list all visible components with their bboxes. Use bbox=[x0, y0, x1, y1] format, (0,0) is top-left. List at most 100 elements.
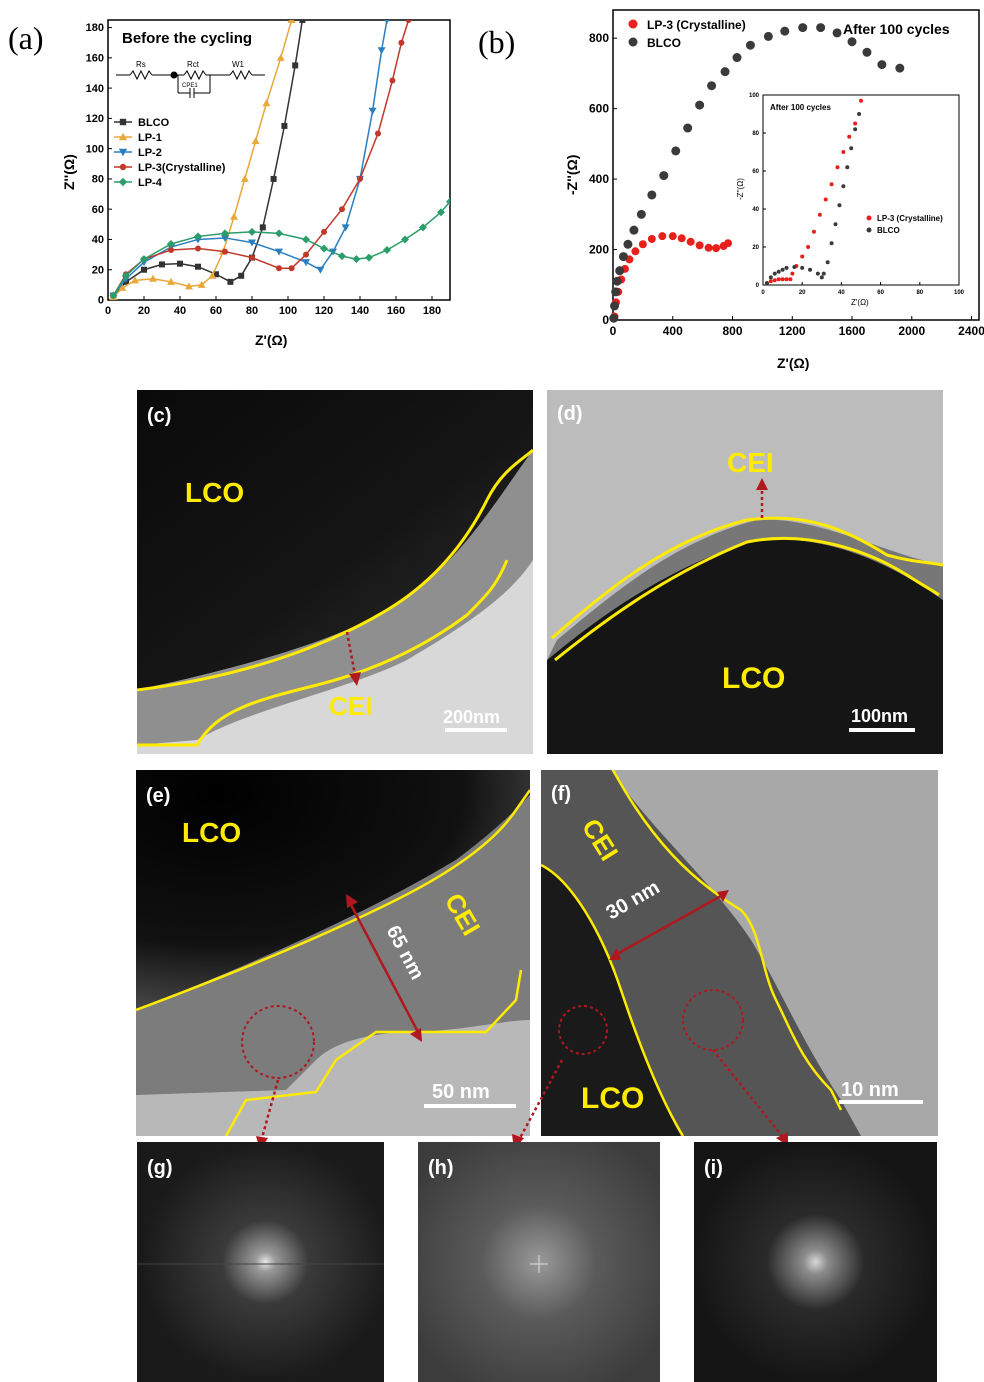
data-point bbox=[615, 266, 625, 276]
legend-marker bbox=[118, 132, 128, 141]
boundary-upper-d bbox=[551, 516, 943, 640]
y-tick-label: 20 bbox=[92, 264, 104, 276]
data-point bbox=[109, 291, 118, 300]
panel-label-b: (b) bbox=[478, 24, 516, 60]
inset-data-point bbox=[859, 98, 863, 103]
inset-data-point bbox=[833, 222, 838, 227]
legend-label: LP-4 bbox=[138, 177, 163, 189]
plot-frame-b bbox=[612, 9, 980, 321]
data-point bbox=[623, 239, 633, 249]
data-point bbox=[339, 206, 345, 213]
data-point bbox=[609, 313, 619, 323]
data-point bbox=[321, 228, 327, 235]
inset-data-point bbox=[829, 241, 834, 246]
axis-ticks-a: 0 20 40 60 80 100 120 140 160 180 0 20 40 60 80 100 120 1… bbox=[86, 22, 442, 317]
data-point bbox=[357, 175, 363, 182]
inset-data-point bbox=[853, 121, 858, 126]
x-tick-label: 1600 bbox=[839, 324, 866, 338]
data-point bbox=[251, 137, 260, 145]
y-tick-label: 180 bbox=[86, 22, 104, 34]
equivalent-circuit bbox=[116, 69, 265, 98]
fft-connectors bbox=[256, 1049, 788, 1150]
inset-data-point bbox=[768, 279, 773, 284]
y-tick-label: 20 bbox=[752, 245, 759, 251]
data-point bbox=[609, 301, 619, 311]
data-point bbox=[185, 282, 193, 290]
data-point bbox=[227, 278, 234, 285]
data-point bbox=[658, 232, 667, 241]
data-point bbox=[763, 31, 773, 41]
legend-marker bbox=[118, 148, 128, 157]
inset-xlabel: Z'(Ω) bbox=[851, 298, 869, 307]
inset-data-point bbox=[837, 203, 842, 208]
y-tick-label: 40 bbox=[92, 234, 104, 246]
x-tick-label: 80 bbox=[246, 305, 258, 317]
data-point bbox=[222, 248, 228, 255]
inset-data-point bbox=[800, 265, 805, 270]
inset-data-point bbox=[772, 278, 777, 283]
y-tick-label: 40 bbox=[752, 207, 759, 213]
data-point bbox=[131, 276, 139, 284]
legend-a: BLCO LP-1 LP-2 LP-3(Crystalline) LP-4 bbox=[114, 117, 226, 189]
lco-region-f bbox=[541, 865, 681, 1136]
inset-data-point bbox=[821, 271, 826, 276]
data-point bbox=[375, 130, 381, 137]
x-tick-label: 20 bbox=[799, 290, 806, 296]
data-point bbox=[446, 197, 450, 206]
y-tick-label: 120 bbox=[86, 113, 104, 125]
inset-data-point bbox=[825, 260, 830, 265]
x-tick-label: 2000 bbox=[898, 324, 925, 338]
chart-a-ylabel: Z''(Ω) bbox=[61, 154, 77, 190]
x-tick-label: 40 bbox=[174, 305, 186, 317]
data-point bbox=[832, 28, 842, 38]
inset-data-point bbox=[780, 277, 785, 282]
data-point bbox=[636, 209, 646, 219]
data-point bbox=[281, 122, 288, 129]
y-tick-label: 0 bbox=[756, 283, 760, 289]
circuit-w1: W1 bbox=[232, 60, 245, 69]
circuit-rs: Rs bbox=[136, 60, 146, 69]
data-point bbox=[275, 248, 283, 256]
data-point bbox=[208, 271, 217, 279]
legend-b: LP-3 (Crystalline) BLCO bbox=[628, 18, 746, 50]
inset-axis-ticks: 0 20 40 60 80 100 0 20 40 60 80 100 bbox=[749, 93, 965, 296]
data-point bbox=[419, 223, 427, 232]
inset-data-point bbox=[780, 267, 785, 272]
data-point bbox=[194, 232, 202, 241]
label-lco-d: LCO bbox=[722, 662, 785, 695]
x-tick-label: 0 bbox=[105, 305, 111, 317]
x-tick-label: 400 bbox=[663, 324, 683, 338]
inset-legend-marker bbox=[866, 227, 872, 233]
data-point bbox=[287, 20, 296, 23]
data-point bbox=[341, 224, 350, 232]
inset-data-point bbox=[853, 127, 858, 132]
fft-image-g: (g) bbox=[137, 1142, 384, 1382]
data-point bbox=[195, 263, 201, 270]
label-cei-d: CEI bbox=[727, 447, 774, 478]
inset-data-point bbox=[847, 134, 852, 139]
y-tick-label: 600 bbox=[589, 102, 609, 116]
y-tick-label: 80 bbox=[92, 174, 104, 186]
boundary-lower-d bbox=[554, 536, 940, 662]
inset-frame bbox=[762, 94, 960, 286]
circuit-rct: Rct bbox=[187, 60, 200, 69]
x-tick-label: 40 bbox=[838, 290, 845, 296]
data-point bbox=[618, 252, 628, 262]
label-lco-c: LCO bbox=[185, 477, 244, 508]
legend-label: LP-1 bbox=[138, 132, 162, 144]
data-point bbox=[368, 107, 377, 115]
data-point bbox=[647, 234, 656, 243]
legend-label: BLCO bbox=[647, 36, 681, 50]
inset-data-point bbox=[845, 165, 850, 170]
fft-image-i: (i) bbox=[694, 1142, 937, 1382]
data-point bbox=[122, 271, 130, 280]
x-tick-label: 120 bbox=[315, 305, 333, 317]
data-point bbox=[167, 277, 175, 285]
inset-data-point bbox=[800, 254, 805, 259]
data-point bbox=[276, 265, 282, 272]
data-point bbox=[384, 20, 390, 24]
plot-frame-a bbox=[107, 19, 451, 301]
inset-data-point bbox=[792, 264, 797, 269]
x-tick-label: 160 bbox=[387, 305, 405, 317]
